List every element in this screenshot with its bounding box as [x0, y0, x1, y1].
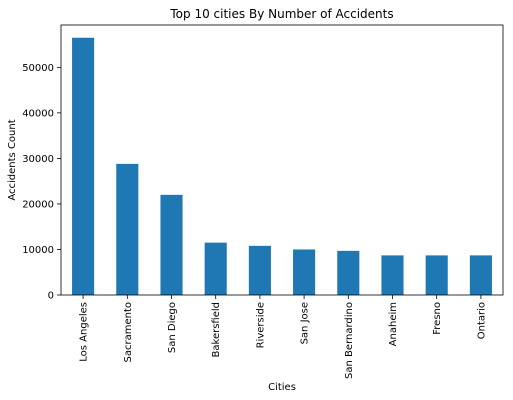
x-tick-label: Riverside: [255, 302, 266, 348]
bar: [116, 163, 139, 295]
bar: [381, 255, 404, 295]
x-tick-label: Ontario: [476, 302, 487, 339]
x-axis-label: Cities: [268, 382, 296, 393]
y-axis-ticks: 0 10000 20000 30000 40000 50000: [22, 63, 61, 302]
bar: [160, 194, 183, 295]
y-tick-label: 30000: [22, 154, 54, 165]
x-axis-ticks: Los Angeles Sacramento San Diego Bakersfiel…: [79, 295, 487, 379]
y-tick-label: 50000: [22, 63, 54, 74]
y-tick-label: 40000: [22, 108, 54, 119]
bar: [72, 37, 95, 296]
x-tick-label: San Bernardino: [344, 302, 355, 379]
y-axis-label: Accidents Count: [7, 119, 18, 200]
x-tick-label: San Diego: [167, 302, 178, 353]
bars: [72, 37, 492, 296]
y-tick-label: 0: [48, 291, 54, 302]
x-tick-label: Anaheim: [388, 302, 399, 346]
bar: [469, 255, 492, 295]
x-tick-label: San Jose: [300, 302, 311, 344]
bar: [248, 245, 271, 295]
x-tick-label: Los Angeles: [79, 302, 90, 362]
bar: [425, 255, 448, 295]
x-tick-label: Sacramento: [123, 302, 134, 362]
bar: [293, 249, 316, 295]
y-tick-label: 10000: [22, 245, 54, 256]
x-tick-label: Bakersfield: [211, 302, 222, 357]
plot-frame: [60, 24, 504, 296]
x-tick-label: Fresno: [432, 302, 443, 335]
bar: [204, 242, 227, 295]
chart-title: Top 10 cities By Number of Accidents: [169, 7, 393, 21]
y-tick-label: 20000: [22, 199, 54, 210]
bar: [337, 250, 360, 295]
